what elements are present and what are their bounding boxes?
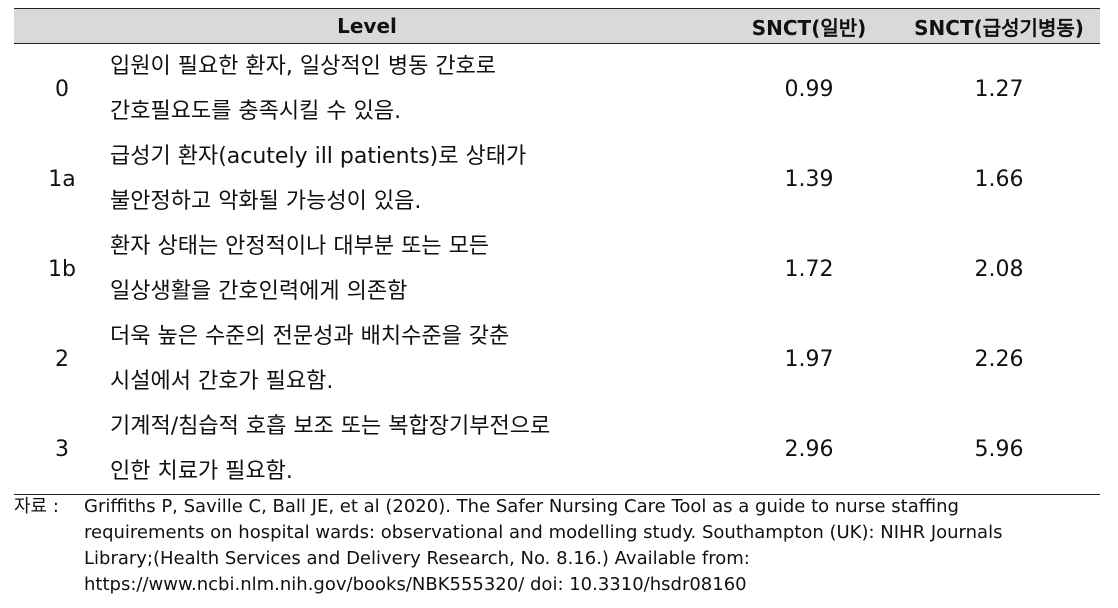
table-row: 0 입원이 필요한 환자, 일상적인 병동 간호로 간호필요도를 충족시킬 수 … bbox=[14, 44, 1100, 135]
row-snct-acute: 2.08 bbox=[974, 256, 1024, 282]
description-line: 시설에서 간호가 필요함. bbox=[110, 369, 334, 394]
table-row: 1a 급성기 환자(acutely ill patients)로 상태가 불안정… bbox=[14, 134, 1100, 224]
header-snct-general: SNCT(일반) bbox=[720, 8, 899, 44]
row-level: 3 bbox=[14, 404, 110, 495]
row-description: 더욱 높은 수준의 전문성과 배치수준을 갖춘 시설에서 간호가 필요함. bbox=[110, 314, 720, 404]
description-line: 일상생활을 간호인력에게 의존함 bbox=[110, 279, 408, 304]
row-snct-general: 0.99 bbox=[784, 76, 834, 102]
row-description: 환자 상태는 안정적이나 대부분 또는 모든 일상생활을 간호인력에게 의존함 bbox=[110, 224, 720, 314]
description-line: 인한 치료가 필요함. bbox=[110, 459, 293, 484]
snct-table-container: Level SNCT(일반) SNCT(급성기병동) 0 입원이 필요한 환자,… bbox=[14, 8, 1101, 495]
row-snct-acute: 1.27 bbox=[974, 76, 1024, 102]
footnote-line: Library;(Health Services and Delivery Re… bbox=[84, 548, 750, 569]
row-description: 급성기 환자(acutely ill patients)로 상태가 불안정하고 … bbox=[110, 134, 720, 224]
snct-table: Level SNCT(일반) SNCT(급성기병동) 0 입원이 필요한 환자,… bbox=[14, 8, 1101, 495]
table-row: 2 더욱 높은 수준의 전문성과 배치수준을 갖춘 시설에서 간호가 필요함. … bbox=[14, 314, 1100, 404]
description-line: 간호필요도를 충족시킬 수 있음. bbox=[110, 99, 402, 124]
description-line: 입원이 필요한 환자, 일상적인 병동 간호로 bbox=[110, 54, 497, 79]
table-row: 3 기계적/침습적 호흡 보조 또는 복합장기부전으로 인한 치료가 필요함. … bbox=[14, 404, 1101, 495]
row-snct-acute: 5.96 bbox=[898, 404, 1101, 495]
row-snct-general: 1.39 bbox=[784, 166, 834, 192]
description-line: 급성기 환자(acutely ill patients)로 상태가 bbox=[110, 144, 527, 169]
footnote-line: requirements on hospital wards: observat… bbox=[84, 522, 1003, 543]
description-line: 더욱 높은 수준의 전문성과 배치수준을 갖춘 bbox=[110, 324, 510, 349]
row-description: 기계적/침습적 호흡 보조 또는 복합장기부전으로 인한 치료가 필요함. bbox=[110, 404, 721, 495]
row-snct-acute: 1.66 bbox=[974, 166, 1024, 192]
row-level: 1b bbox=[48, 256, 76, 282]
row-description: 입원이 필요한 환자, 일상적인 병동 간호로 간호필요도를 충족시킬 수 있음… bbox=[110, 44, 720, 135]
row-snct-acute: 2.26 bbox=[974, 346, 1024, 372]
row-snct-general: 2.96 bbox=[720, 404, 899, 495]
footnote-line: https://www.ncbi.nlm.nih.gov/books/NBK55… bbox=[84, 574, 747, 595]
header-level: Level bbox=[14, 8, 721, 44]
footnote-line: Griffiths P, Saville C, Ball JE, et al (… bbox=[84, 496, 959, 517]
footnote-label: 자료 : bbox=[14, 496, 59, 517]
table-row: 1b 환자 상태는 안정적이나 대부분 또는 모든 일상생활을 간호인력에게 의… bbox=[14, 224, 1100, 314]
header-row: Level SNCT(일반) SNCT(급성기병동) bbox=[14, 8, 1101, 44]
row-level: 1a bbox=[48, 166, 76, 192]
row-level: 2 bbox=[55, 346, 69, 372]
footnote-text: Griffiths P, Saville C, Ball JE, et al (… bbox=[84, 494, 1104, 598]
description-line: 환자 상태는 안정적이나 대부분 또는 모든 bbox=[110, 234, 490, 259]
description-line: 불안정하고 악화될 가능성이 있음. bbox=[110, 189, 422, 214]
table-header: Level SNCT(일반) SNCT(급성기병동) bbox=[14, 8, 1101, 44]
table-body: 0 입원이 필요한 환자, 일상적인 병동 간호로 간호필요도를 충족시킬 수 … bbox=[14, 44, 1101, 495]
row-level: 0 bbox=[55, 76, 69, 102]
row-snct-general: 1.97 bbox=[784, 346, 834, 372]
row-snct-general: 1.72 bbox=[784, 256, 834, 282]
description-line: 기계적/침습적 호흡 보조 또는 복합장기부전으로 bbox=[110, 414, 551, 439]
header-snct-acute: SNCT(급성기병동) bbox=[898, 8, 1101, 44]
source-footnote: 자료 : Griffiths P, Saville C, Ball JE, et… bbox=[14, 494, 1104, 598]
